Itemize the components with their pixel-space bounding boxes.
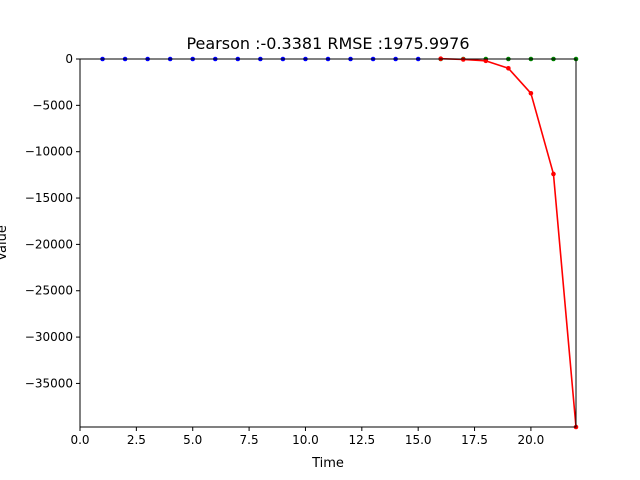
x-tick-label: 10.0 [292,433,319,447]
x-tick-label: 2.5 [127,433,146,447]
x-tick-label: 20.0 [518,433,545,447]
y-tick-label: −20000 [25,237,73,251]
x-axis-label: Time [311,456,344,471]
x-tick-label: 12.5 [348,433,375,447]
y-tick-label: −30000 [25,330,73,344]
y-tick-label: −10000 [25,145,73,159]
y-axis: 0 −5000 −10000 −15000 −20000 −25000 −30000 −350… [25,52,80,390]
x-tick-label: 7.5 [240,433,259,447]
y-tick-label: −5000 [32,98,73,112]
plot-frame [79,58,577,428]
y-tick-label: −15000 [25,191,73,205]
data-point [483,58,489,64]
x-tick-label: 5.0 [183,433,202,447]
data-point [551,171,556,177]
data-point [506,65,511,71]
y-tick-label: −35000 [25,376,73,390]
y-tick-label: 0 [65,52,73,66]
chart-title: Pearson :-0.3381 RMSE :1975.9976 [186,34,469,53]
x-tick-label: 17.5 [461,433,488,447]
y-tick-label: −25000 [25,284,73,298]
x-axis: 0.0 2.5 5.0 7.5 10.0 12.5 15.0 17.5 20.0 [70,427,544,447]
x-tick-label: 0.0 [70,433,89,447]
data-point [528,90,534,96]
y-axis-label: Value [0,225,10,261]
x-tick-label: 15.0 [405,433,432,447]
